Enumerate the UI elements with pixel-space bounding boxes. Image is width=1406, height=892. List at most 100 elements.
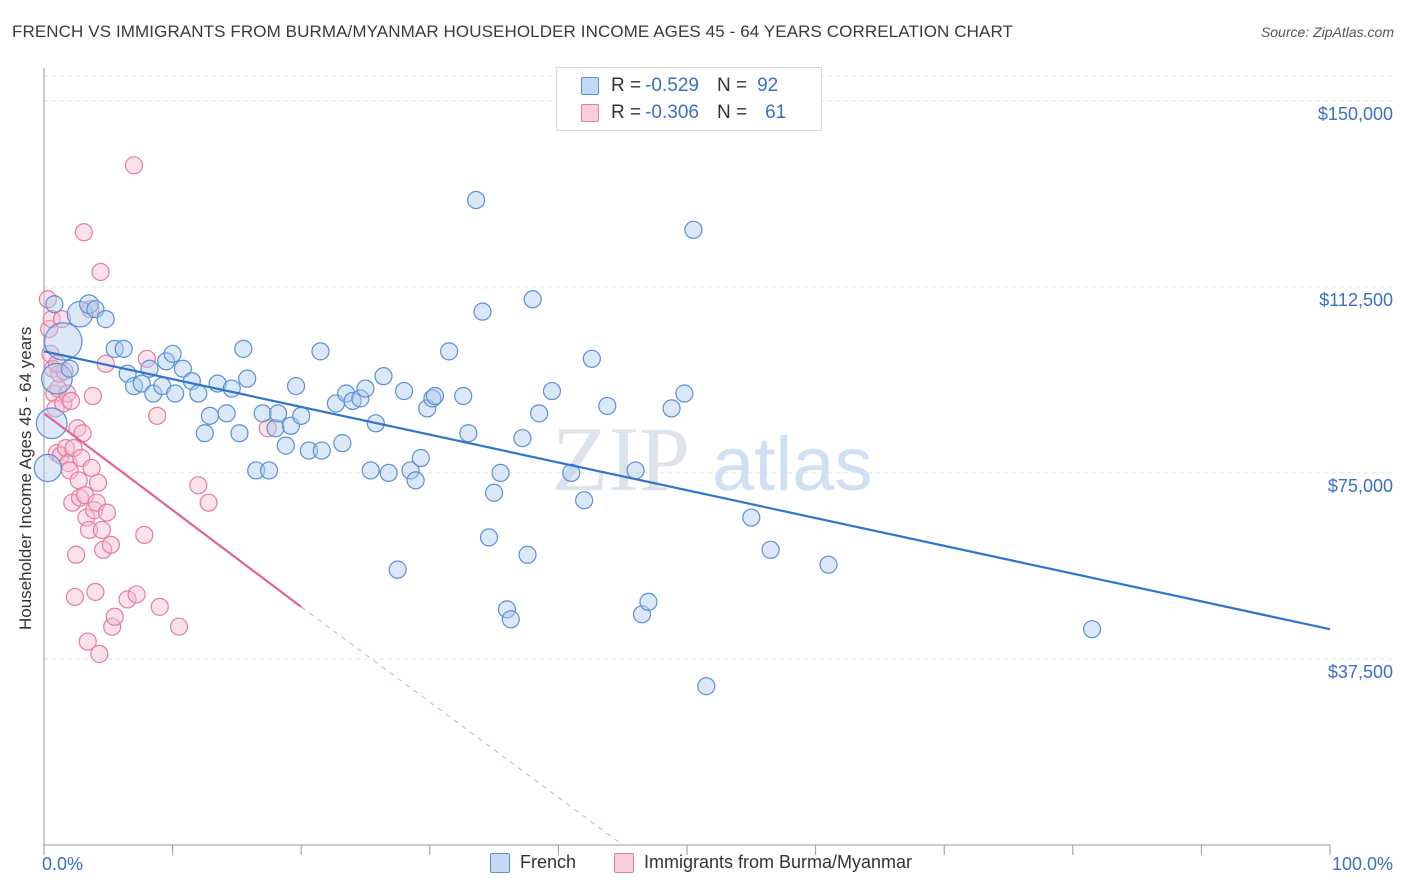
french-point <box>238 369 257 388</box>
french-point <box>230 424 249 443</box>
french-point <box>530 404 549 423</box>
french-point <box>35 407 68 440</box>
french-point <box>247 461 266 480</box>
french-point <box>173 359 192 378</box>
series-swatch-french <box>490 852 510 873</box>
french-point <box>311 342 330 361</box>
french-point <box>312 441 331 460</box>
legend-r-value: -0.529 <box>645 75 699 96</box>
french-point <box>217 404 236 423</box>
legend: R = -0.529 N = 92 R = -0.306 N = 61 <box>556 67 822 131</box>
french-point <box>268 404 288 423</box>
legend-r-label: R = <box>611 102 642 123</box>
french-point <box>1082 620 1102 639</box>
watermark: ZIP atlas <box>552 408 873 510</box>
french-point <box>485 483 504 502</box>
french-point <box>425 386 445 406</box>
french-point <box>222 379 241 398</box>
french-point <box>200 406 219 425</box>
french-point <box>394 381 414 401</box>
y-tick-labels: $37,500 $75,000 $112,500 $150,000 <box>1318 104 1393 682</box>
legend-r-value: -0.306 <box>645 102 699 123</box>
watermark-zip: ZIP <box>552 408 690 510</box>
french-point <box>40 362 73 395</box>
french-point <box>299 441 319 460</box>
legend-swatch-french <box>581 77 599 95</box>
series-legend-french-label: French <box>520 852 577 872</box>
french-point <box>132 374 151 393</box>
french-point <box>626 461 645 480</box>
french-point <box>523 290 542 309</box>
source-credit: Source: ZipAtlas.com <box>1260 24 1394 40</box>
burma-point <box>64 438 83 458</box>
french-point <box>675 384 694 403</box>
y-tick-label: $112,500 <box>1319 290 1393 310</box>
legend-r-label: R = <box>611 75 642 96</box>
legend-n-value: 61 <box>765 102 787 123</box>
french-point <box>361 461 380 480</box>
french-point <box>742 508 761 527</box>
french-point <box>479 528 499 547</box>
french-point <box>582 349 601 368</box>
series-legend-burma-label: Immigrants from Burma/Myanmar <box>644 852 913 872</box>
french-point <box>379 463 398 483</box>
french-point <box>439 342 459 361</box>
series-legend-french: French <box>490 852 576 873</box>
burma-trend-line <box>43 412 302 608</box>
burma-point <box>105 607 124 626</box>
french-point <box>761 540 780 559</box>
french-point <box>639 592 658 611</box>
french-point <box>356 379 375 398</box>
burma-point <box>92 520 111 540</box>
french-point <box>466 190 486 210</box>
y-tick-label: $37,500 <box>1328 662 1393 682</box>
french-point <box>189 384 208 403</box>
burma-point <box>90 644 109 664</box>
burma-point <box>124 156 144 175</box>
french-point <box>60 359 79 378</box>
french-point <box>374 367 393 386</box>
burma-point <box>189 476 208 495</box>
legend-row-french: R = -0.529 N = 92 <box>581 73 778 99</box>
burma-point <box>101 535 120 554</box>
legend-swatch-burma <box>581 104 599 122</box>
y-tick-label: $150,000 <box>1318 104 1393 124</box>
burma-point <box>86 582 105 602</box>
burma-point <box>65 587 84 607</box>
french-point <box>33 453 63 483</box>
burma-point <box>91 262 110 282</box>
french-point <box>234 339 253 358</box>
burma-points <box>38 156 277 664</box>
french-point <box>96 310 115 329</box>
french-point <box>697 677 716 696</box>
burma-point <box>83 386 102 406</box>
french-point <box>351 389 370 408</box>
french-point <box>518 545 537 564</box>
burma-point <box>148 406 167 425</box>
french-point <box>411 448 430 468</box>
burma-point <box>74 223 93 242</box>
french-point <box>473 302 492 321</box>
french-point <box>114 339 133 358</box>
french-point <box>598 396 617 416</box>
burma-point <box>135 525 154 545</box>
french-point <box>333 434 352 453</box>
burma-point <box>78 632 97 651</box>
burma-point <box>97 503 117 522</box>
french-point <box>454 386 473 406</box>
series-legend-burma: Immigrants from Burma/Myanmar <box>614 852 912 873</box>
burma-trend-extension <box>300 606 623 846</box>
burma-point <box>68 419 87 438</box>
french-point <box>684 220 703 239</box>
legend-n-label: N = <box>716 102 748 123</box>
french-point <box>513 429 532 448</box>
french-point <box>163 344 182 363</box>
french-point <box>276 436 295 455</box>
burma-point <box>42 310 61 329</box>
french-point <box>575 491 594 510</box>
burma-point <box>67 545 86 564</box>
french-point <box>491 463 510 483</box>
french-point <box>166 384 185 403</box>
gridlines <box>44 75 1392 660</box>
burma-point <box>88 473 108 492</box>
